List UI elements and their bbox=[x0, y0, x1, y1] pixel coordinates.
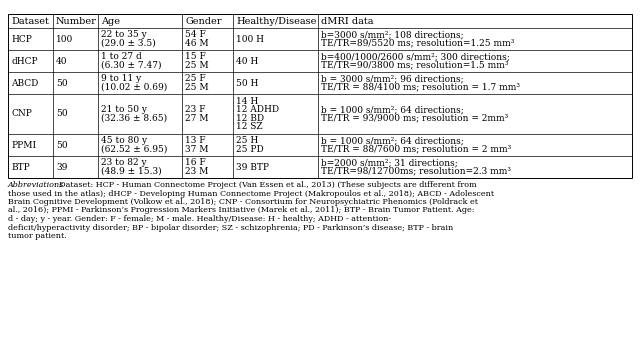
Text: 46 M: 46 M bbox=[185, 39, 209, 48]
Text: b=3000 s/mm²; 108 directions;: b=3000 s/mm²; 108 directions; bbox=[321, 30, 463, 39]
Text: Gender: Gender bbox=[185, 16, 221, 25]
Text: al., 2016); PPMI - Parkinson’s Progression Markers Initiative (Marek et al., 201: al., 2016); PPMI - Parkinson’s Progressi… bbox=[8, 206, 474, 214]
Text: 39: 39 bbox=[56, 163, 67, 172]
Text: 25 F: 25 F bbox=[185, 74, 206, 83]
Text: 50: 50 bbox=[56, 79, 68, 87]
Text: d - day; y - year. Gender: F - female; M - male. Healthy/Disease: H - healthy; A: d - day; y - year. Gender: F - female; M… bbox=[8, 215, 391, 223]
Text: 14 H: 14 H bbox=[236, 97, 259, 106]
Text: 37 M: 37 M bbox=[185, 145, 209, 154]
Text: 12 BD: 12 BD bbox=[236, 114, 264, 123]
Text: dHCP: dHCP bbox=[11, 57, 38, 66]
Bar bbox=[8, 14, 632, 178]
Text: b = 3000 s/mm²; 96 directions;: b = 3000 s/mm²; 96 directions; bbox=[321, 74, 463, 83]
Text: 100 H: 100 H bbox=[236, 35, 264, 44]
Text: Healthy/Disease: Healthy/Disease bbox=[236, 16, 317, 25]
Text: ABCD: ABCD bbox=[11, 79, 38, 87]
Text: 27 M: 27 M bbox=[185, 114, 209, 123]
Text: Dataset: Dataset bbox=[11, 16, 49, 25]
Text: 9 to 11 y: 9 to 11 y bbox=[101, 74, 141, 83]
Text: tumor patient.: tumor patient. bbox=[8, 232, 67, 240]
Text: 15 F: 15 F bbox=[185, 52, 206, 61]
Text: 25 H: 25 H bbox=[236, 136, 259, 145]
Text: (48.9 ± 15.3): (48.9 ± 15.3) bbox=[101, 167, 161, 176]
Text: 45 to 80 y: 45 to 80 y bbox=[101, 136, 147, 145]
Text: 12 ADHD: 12 ADHD bbox=[236, 105, 280, 114]
Text: Number: Number bbox=[56, 16, 97, 25]
Text: 25 PD: 25 PD bbox=[236, 145, 264, 154]
Text: 25 M: 25 M bbox=[185, 83, 209, 92]
Text: those used in the atlas); dHCP - Developing Human Connectome Project (Makropoulo: those used in the atlas); dHCP - Develop… bbox=[8, 189, 494, 198]
Text: 40 H: 40 H bbox=[236, 57, 259, 66]
Text: b=400/1000/2600 s/mm²; 300 directions;: b=400/1000/2600 s/mm²; 300 directions; bbox=[321, 52, 509, 61]
Text: TE/TR=89/5520 ms; resolution=1.25 mm³: TE/TR=89/5520 ms; resolution=1.25 mm³ bbox=[321, 39, 514, 48]
Text: 25 M: 25 M bbox=[185, 61, 209, 70]
Text: 50: 50 bbox=[56, 109, 68, 118]
Text: 39 BTP: 39 BTP bbox=[236, 163, 269, 172]
Text: 23 F: 23 F bbox=[185, 105, 205, 114]
Text: (32.36 ± 8.65): (32.36 ± 8.65) bbox=[101, 114, 167, 123]
Text: TE/TR = 93/9000 ms; resolution = 2mm³: TE/TR = 93/9000 ms; resolution = 2mm³ bbox=[321, 114, 508, 123]
Text: 16 F: 16 F bbox=[185, 158, 206, 167]
Text: BTP: BTP bbox=[11, 163, 29, 172]
Text: deficit/hyperactivity disorder; BP - bipolar disorder; SZ - schizophrenia; PD - : deficit/hyperactivity disorder; BP - bip… bbox=[8, 224, 453, 232]
Text: HCP: HCP bbox=[11, 35, 32, 44]
Text: 23 to 82 y: 23 to 82 y bbox=[101, 158, 147, 167]
Text: 50: 50 bbox=[56, 141, 68, 150]
Text: CNP: CNP bbox=[11, 109, 32, 118]
Text: Age: Age bbox=[101, 16, 120, 25]
Text: Brain Cognitive Development (Volkow et al., 2018); CNP - Consortium for Neuropsy: Brain Cognitive Development (Volkow et a… bbox=[8, 198, 478, 206]
Text: dMRI data: dMRI data bbox=[321, 16, 373, 25]
Text: TE/TR=90/3800 ms; resolution=1.5 mm³: TE/TR=90/3800 ms; resolution=1.5 mm³ bbox=[321, 61, 508, 70]
Text: Abbreviations: Abbreviations bbox=[8, 181, 64, 189]
Text: 13 F: 13 F bbox=[185, 136, 205, 145]
Text: b=2000 s/mm²; 31 directions;: b=2000 s/mm²; 31 directions; bbox=[321, 158, 457, 167]
Text: 100: 100 bbox=[56, 35, 73, 44]
Text: (6.30 ± 7.47): (6.30 ± 7.47) bbox=[101, 61, 161, 70]
Text: 40: 40 bbox=[56, 57, 67, 66]
Text: PPMI: PPMI bbox=[11, 141, 36, 150]
Text: 21 to 50 y: 21 to 50 y bbox=[101, 105, 147, 114]
Text: b = 1000 s/mm²; 64 directions;: b = 1000 s/mm²; 64 directions; bbox=[321, 136, 463, 145]
Text: 23 M: 23 M bbox=[185, 167, 209, 176]
Text: (10.02 ± 0.69): (10.02 ± 0.69) bbox=[101, 83, 167, 92]
Text: TE/TR=98/12700ms; resolution=2.3 mm³: TE/TR=98/12700ms; resolution=2.3 mm³ bbox=[321, 167, 511, 176]
Text: 12 SZ: 12 SZ bbox=[236, 122, 263, 131]
Text: 1 to 27 d: 1 to 27 d bbox=[101, 52, 141, 61]
Text: : Dataset: HCP - Human Connectome Project (Van Essen et al., 2013) (These subjec: : Dataset: HCP - Human Connectome Projec… bbox=[54, 181, 476, 189]
Text: TE/TR = 88/7600 ms; resolution = 2 mm³: TE/TR = 88/7600 ms; resolution = 2 mm³ bbox=[321, 145, 511, 154]
Text: 50 H: 50 H bbox=[236, 79, 259, 87]
Text: 22 to 35 y: 22 to 35 y bbox=[101, 30, 147, 39]
Text: b = 1000 s/mm²; 64 directions;: b = 1000 s/mm²; 64 directions; bbox=[321, 105, 463, 114]
Text: 54 F: 54 F bbox=[185, 30, 206, 39]
Text: TE/TR = 88/4100 ms; resolution = 1.7 mm³: TE/TR = 88/4100 ms; resolution = 1.7 mm³ bbox=[321, 83, 520, 92]
Text: (29.0 ± 3.5): (29.0 ± 3.5) bbox=[101, 39, 156, 48]
Text: (62.52 ± 6.95): (62.52 ± 6.95) bbox=[101, 145, 167, 154]
